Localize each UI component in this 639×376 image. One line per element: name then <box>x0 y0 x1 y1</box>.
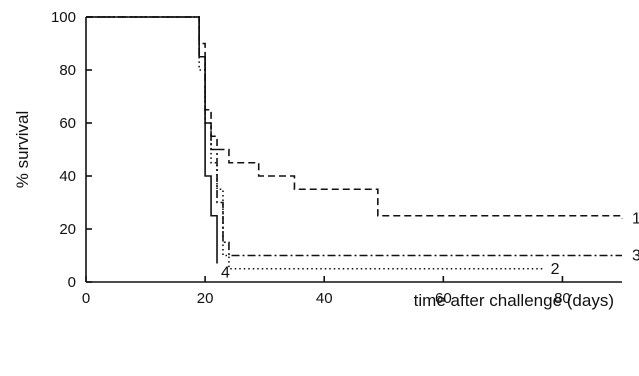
series-labels: 1 2 3 4 <box>221 210 639 281</box>
x-tick-label: 40 <box>316 290 333 307</box>
series-line-2 <box>86 16 545 270</box>
series-label-2: 2 <box>551 261 560 278</box>
series-label-4: 4 <box>221 264 230 281</box>
x-tick-label: 20 <box>197 290 214 307</box>
y-tick-label: 80 <box>59 62 76 79</box>
series-lines <box>86 16 623 270</box>
plot-area: 0 20 40 60 80 100 0 20 40 60 80 <box>51 9 622 307</box>
series-label-1: 1 <box>632 210 639 227</box>
x-axis-title: time after challenge (days) <box>414 291 614 310</box>
series-line-3 <box>86 16 622 257</box>
series-line-4 <box>86 16 218 264</box>
series-label-3: 3 <box>632 248 639 265</box>
x-tick-label: 0 <box>82 290 90 307</box>
y-tick-label: 40 <box>59 168 76 185</box>
y-tick-label: 60 <box>59 115 76 132</box>
y-tick-label: 20 <box>59 221 76 238</box>
x-tick-label: 60 <box>435 290 452 307</box>
y-tick-label: 100 <box>51 9 76 26</box>
x-tick-label: 80 <box>554 290 571 307</box>
y-tick-label: 0 <box>68 274 76 291</box>
y-axis-title: % survival <box>13 111 32 188</box>
series-line-1 <box>86 16 623 219</box>
